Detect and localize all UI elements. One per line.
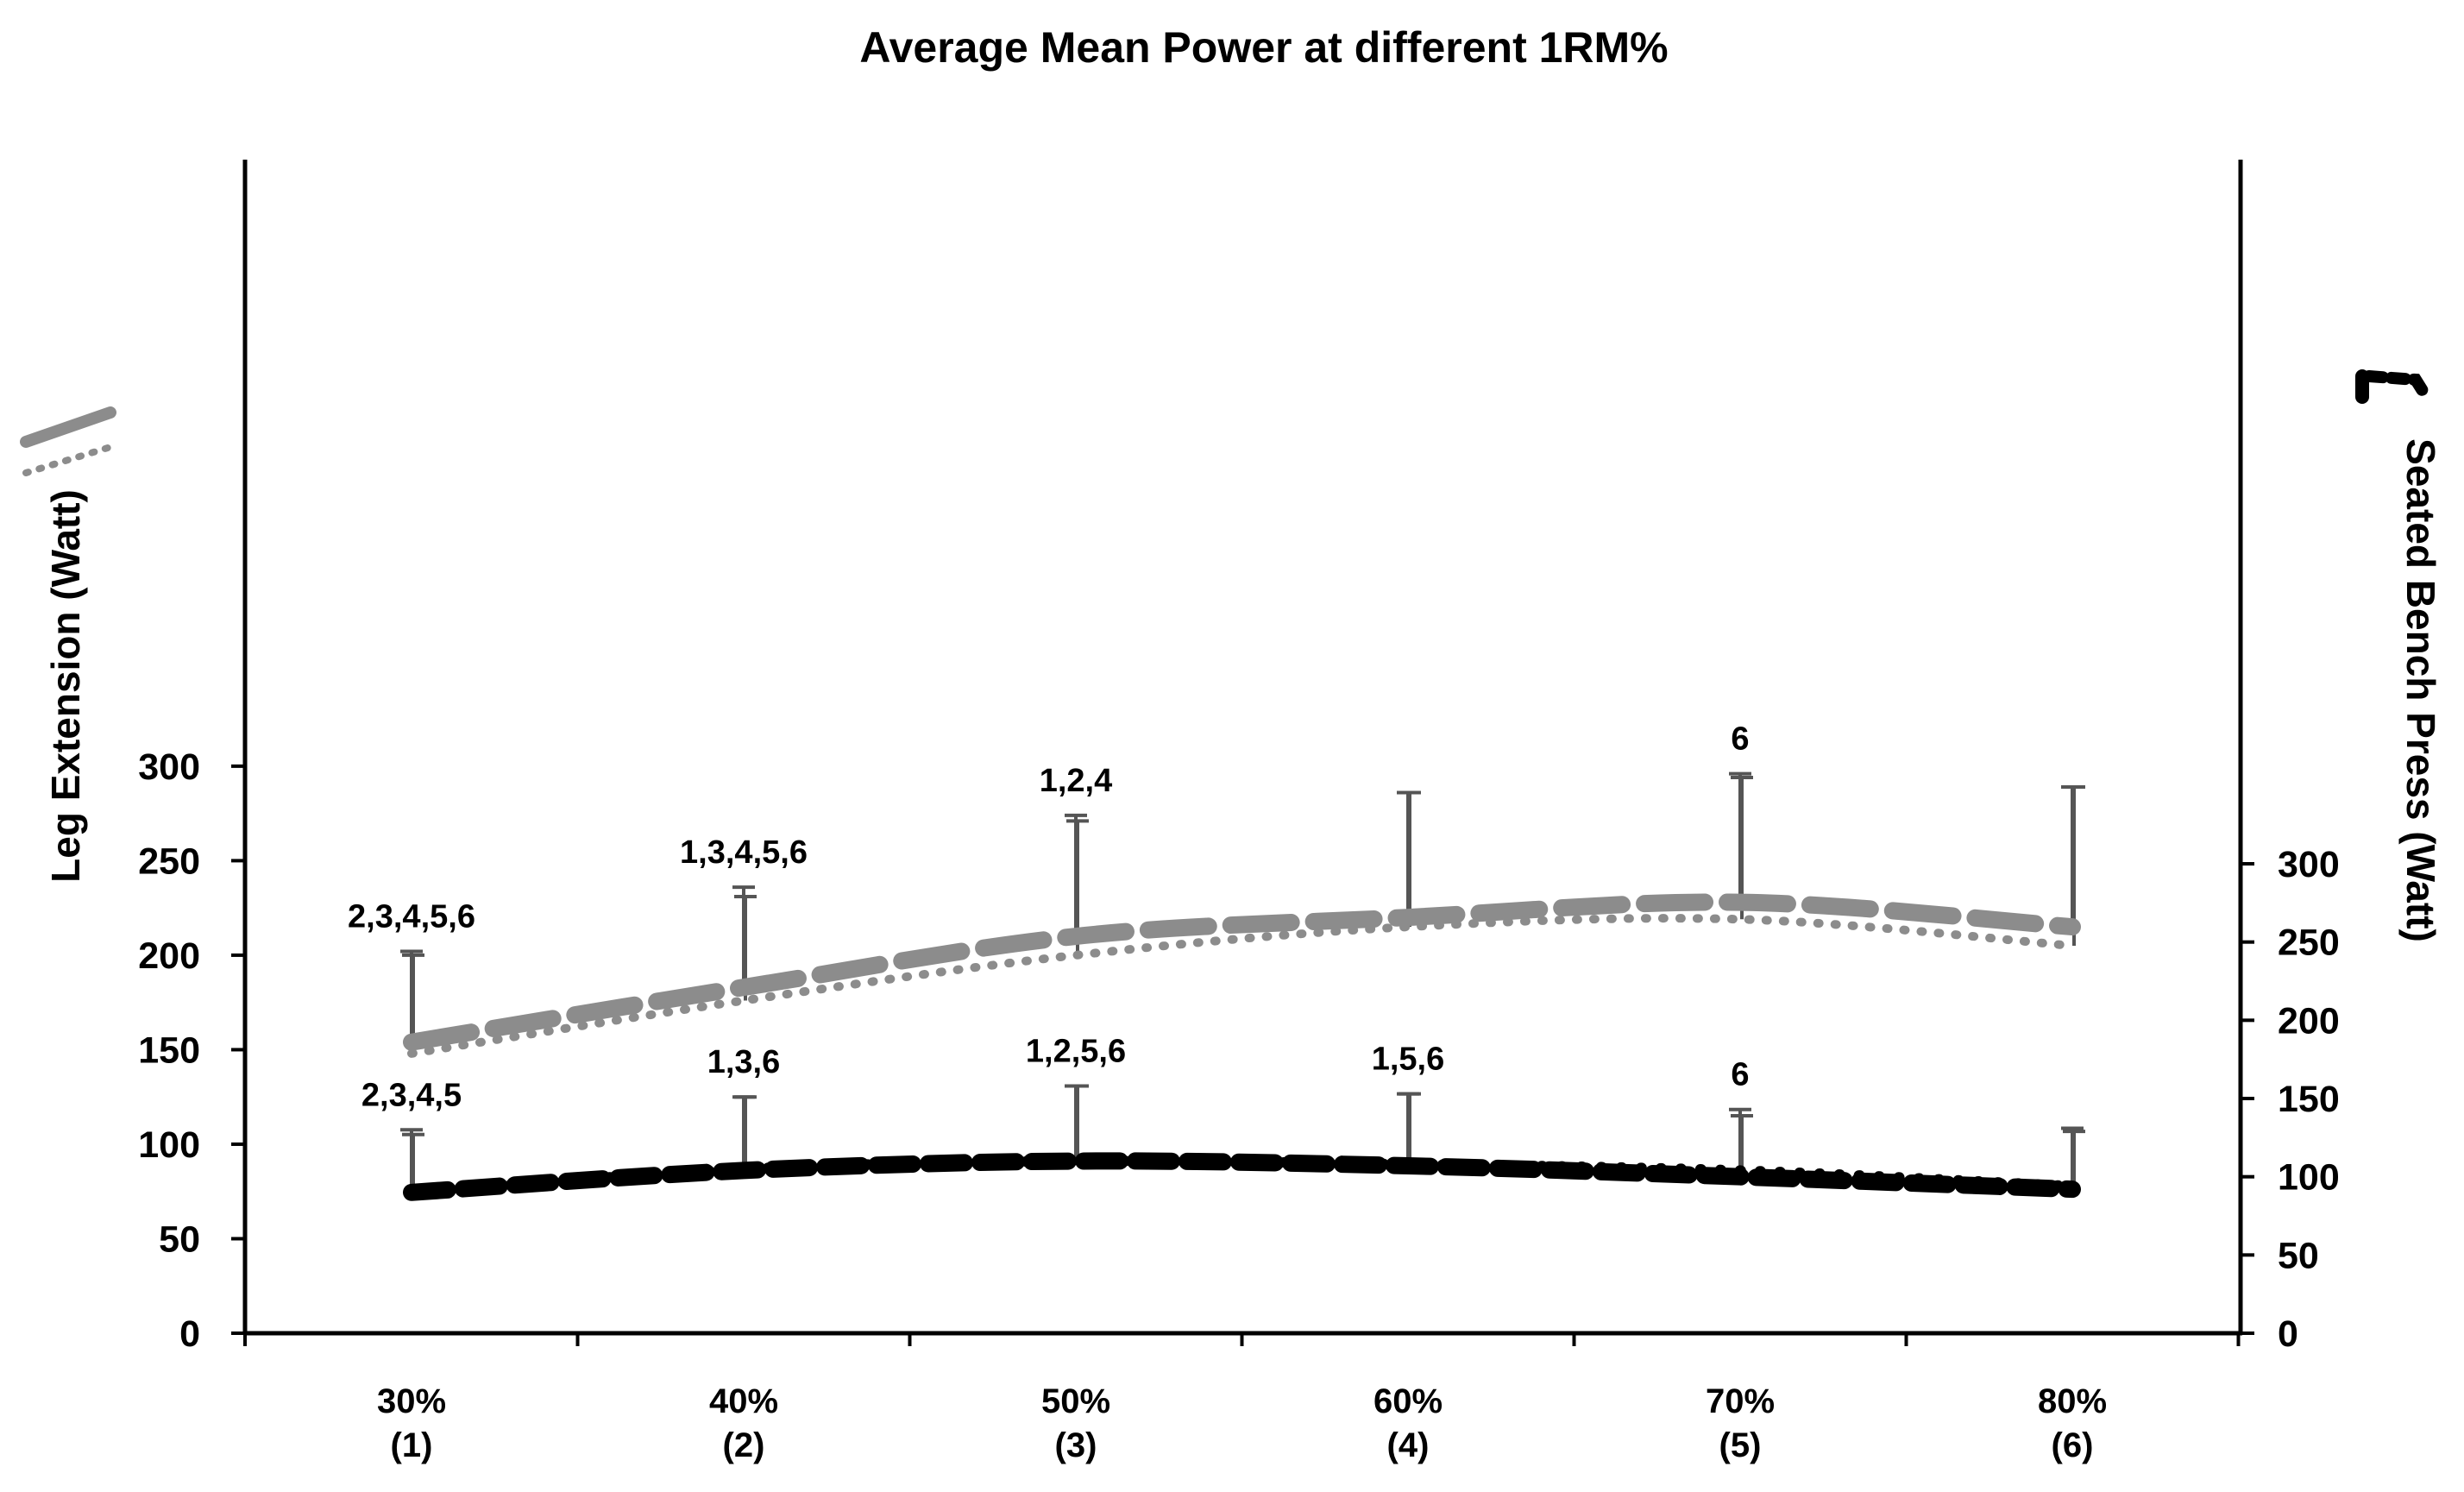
x-tick-index-label: (6) <box>2052 1426 2094 1464</box>
y-tick-right-label: 250 <box>2278 922 2340 964</box>
error-bars <box>400 774 2085 1193</box>
significance-label: 2,3,4,5,6 <box>348 899 475 935</box>
y-axis-left-label: Leg Extension (Watt) <box>43 489 88 883</box>
significance-label: 6 <box>1731 721 1749 758</box>
x-tick-index-label: (2) <box>723 1426 765 1464</box>
y-tick-left-label: 0 <box>179 1313 200 1355</box>
x-tick-label: 50% <box>1041 1382 1110 1420</box>
y-tick-left-label: 150 <box>138 1029 200 1071</box>
y-axis-right-label: Seated Bench Press (Watt) <box>2398 438 2443 942</box>
y-tick-left-label: 300 <box>138 746 200 788</box>
significance-label: 1,2,4 <box>1040 763 1113 799</box>
y-tick-right-label: 300 <box>2278 844 2340 885</box>
x-tick-label: 60% <box>1373 1382 1443 1420</box>
y-tick-left-label: 50 <box>159 1218 200 1260</box>
series-lines <box>412 902 2072 1192</box>
series-line-2 <box>412 918 2072 1054</box>
legend-marker-gray-icon <box>26 412 110 473</box>
chart-title: Average Mean Power at different 1RM% <box>859 23 1668 72</box>
y-ticks-right: 0 50 100 150 200 250 300 <box>2241 844 2340 1355</box>
x-ticks: 30% (1) 40% (2) 50% (3) 60% (4) 70% (5) 80% (6) <box>245 1333 2239 1464</box>
significance-label: 2,3,4,5 <box>361 1077 462 1113</box>
x-tick-label: 80% <box>2038 1382 2107 1420</box>
x-tick-label: 40% <box>709 1382 778 1420</box>
y-tick-right-label: 200 <box>2278 1000 2340 1042</box>
y-tick-left-label: 200 <box>138 935 200 977</box>
significance-label: 1,5,6 <box>1372 1042 1445 1078</box>
significance-label: 1,3,6 <box>707 1044 781 1080</box>
x-tick-label: 70% <box>1706 1382 1775 1420</box>
significance-label: 6 <box>1731 1057 1749 1093</box>
y-tick-left-label: 250 <box>138 840 200 882</box>
x-tick-index-label: (3) <box>1055 1426 1097 1464</box>
y-tick-right-label: 0 <box>2278 1313 2298 1355</box>
x-tick-label: 30% <box>377 1382 446 1420</box>
legend-marker-icon <box>2362 376 2424 397</box>
x-tick-index-label: (1) <box>391 1426 433 1464</box>
significance-label: 1,2,5,6 <box>1026 1033 1126 1069</box>
y-tick-right-label: 100 <box>2278 1157 2340 1199</box>
x-tick-index-label: (5) <box>1719 1426 1762 1464</box>
y-ticks-left: 0 50 100 150 200 250 300 <box>138 746 245 1355</box>
x-tick-index-label: (4) <box>1387 1426 1430 1464</box>
y-tick-right-label: 50 <box>2278 1235 2319 1276</box>
y-tick-left-label: 100 <box>138 1124 200 1166</box>
significance-label: 1,3,4,5,6 <box>680 834 808 871</box>
y-tick-right-label: 150 <box>2278 1079 2340 1120</box>
